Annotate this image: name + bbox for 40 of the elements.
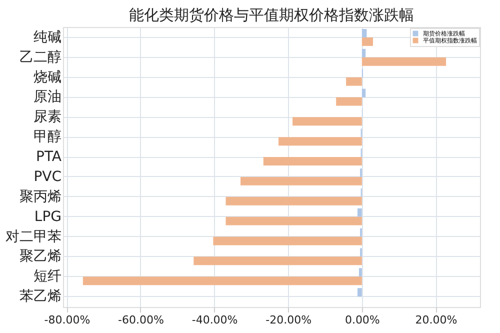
chart-title: 能化类期货价格与平值期权价格指数涨跌幅: [129, 6, 414, 24]
bar: [263, 157, 362, 166]
y-tick-label: PVC: [34, 168, 62, 185]
bar: [346, 77, 362, 86]
y-tick-label: PTA: [36, 149, 62, 166]
bar: [226, 196, 362, 206]
bar: [226, 216, 362, 226]
bar: [240, 176, 362, 186]
x-tick-label: 0.00%: [344, 314, 380, 326]
bar: [213, 236, 362, 246]
x-tick-label: -80.00%: [44, 314, 90, 326]
y-tick-label: 对二甲苯: [6, 228, 62, 245]
bar: [336, 97, 362, 106]
x-tick-label: -40.00%: [192, 314, 238, 326]
bar: [362, 57, 446, 66]
bar: [362, 37, 373, 46]
bar: [82, 276, 362, 286]
x-tick-label: -60.00%: [118, 314, 164, 326]
bar: [292, 117, 362, 126]
bar: [357, 208, 362, 217]
bar: [362, 88, 366, 98]
y-tick-label: 苯乙烯: [20, 288, 62, 305]
y-tick-label: 纯碱: [34, 29, 62, 46]
x-tick-label: -20.00%: [266, 314, 312, 326]
y-tick-label: 短纤: [34, 268, 62, 285]
y-tick-label: 甲醇: [34, 129, 62, 146]
y-tick-label: 聚乙烯: [20, 248, 62, 265]
bar: [362, 28, 367, 38]
bar: [278, 137, 362, 146]
bar: [357, 288, 362, 297]
y-tick-label: LPG: [34, 208, 62, 225]
bar: [362, 48, 366, 58]
y-tick-label: 聚丙烯: [20, 188, 62, 205]
bar: [194, 256, 362, 266]
y-tick-label: 乙二醇: [20, 49, 62, 66]
y-tick-label: 烧碱: [34, 69, 62, 86]
y-tick-label: 原油: [34, 89, 62, 106]
y-tick-label: 尿素: [34, 109, 62, 126]
x-tick-label: 20.00%: [415, 314, 458, 326]
bar: [358, 268, 362, 277]
